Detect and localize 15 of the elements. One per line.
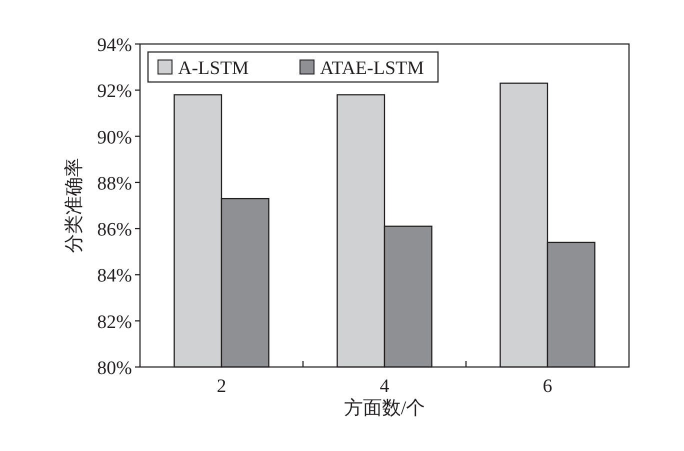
- legend-label: A-LSTM: [178, 58, 249, 79]
- y-axis-title: 分类准确率: [63, 158, 85, 253]
- y-tick-label: 84%: [97, 266, 132, 287]
- y-tick-label: 94%: [97, 35, 132, 56]
- y-tick-label: 92%: [97, 81, 132, 102]
- y-tick-label: 90%: [97, 127, 132, 148]
- x-tick-label: 4: [380, 376, 390, 397]
- y-tick-label: 88%: [97, 173, 132, 194]
- y-tick-label: 86%: [97, 220, 132, 241]
- x-axis-title: 方面数/个: [344, 397, 426, 419]
- y-tick-label: 80%: [97, 358, 132, 379]
- x-tick-label: 2: [216, 376, 226, 397]
- x-tick-label: 6: [542, 376, 552, 397]
- y-tick-label: 82%: [97, 312, 132, 333]
- legend-label: ATAE-LSTM: [320, 58, 424, 79]
